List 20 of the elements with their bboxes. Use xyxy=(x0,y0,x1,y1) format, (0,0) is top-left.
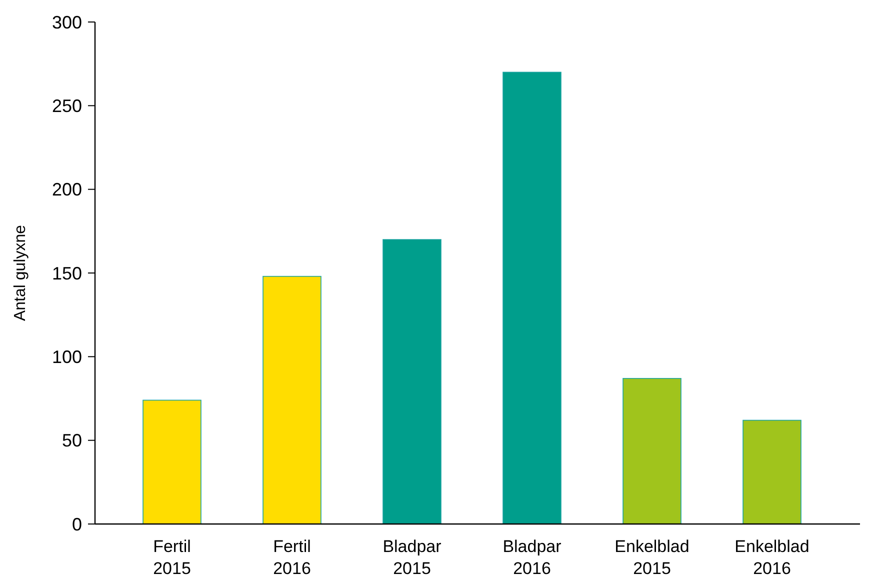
x-tick-label: Enkelblad 2015 xyxy=(614,537,690,578)
x-tick-label: Fertil 2015 xyxy=(153,537,191,578)
bar xyxy=(502,72,562,524)
y-tick-label: 50 xyxy=(62,430,82,451)
bar xyxy=(382,239,442,524)
bar xyxy=(622,378,682,524)
x-tick-label: Fertil 2016 xyxy=(273,537,311,578)
bar xyxy=(742,420,802,524)
y-tick-label: 150 xyxy=(52,263,82,284)
y-axis-title: Antal gulyxne xyxy=(12,224,29,322)
y-tick-label: 300 xyxy=(52,12,82,32)
x-tick-label: Bladpar 2015 xyxy=(382,537,442,578)
x-tick-label: Bladpar 2016 xyxy=(502,537,562,578)
y-tick-label: 200 xyxy=(52,180,82,200)
bar xyxy=(262,276,322,524)
y-tick-label: 0 xyxy=(72,514,82,534)
x-tick-label: Enkelblad 2016 xyxy=(734,537,810,578)
y-tick-label: 250 xyxy=(52,96,82,116)
bar xyxy=(142,400,202,524)
y-tick-label: 100 xyxy=(52,346,82,367)
